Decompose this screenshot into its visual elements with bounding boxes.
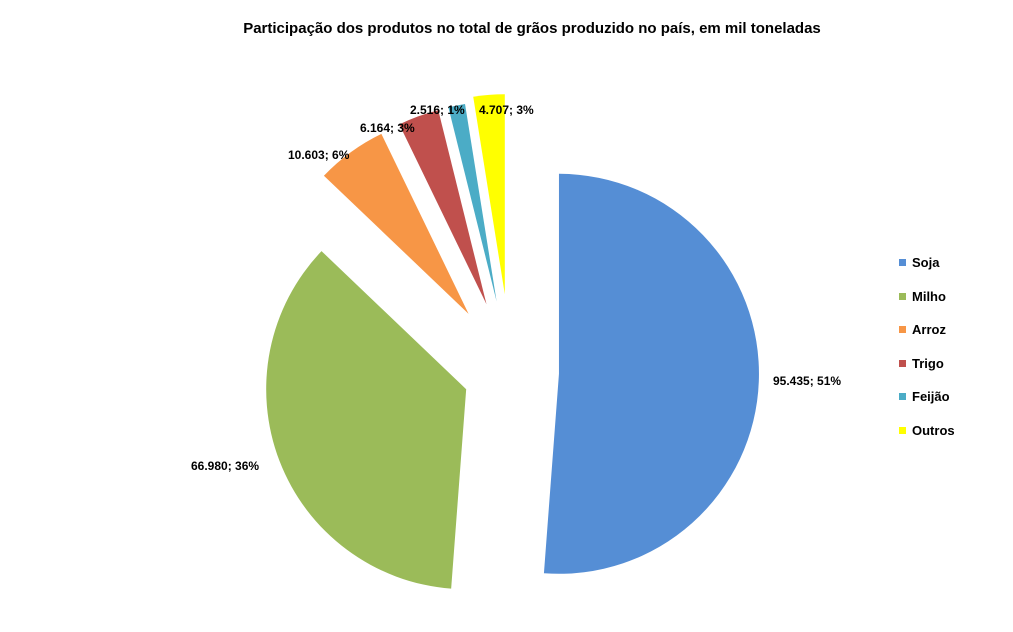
legend-label: Soja [912,255,940,270]
legend-label: Arroz [912,322,946,338]
legend-label: Outros [912,422,955,438]
legend-swatch [899,292,906,300]
legend-swatch [899,259,906,266]
data-label-outros: 4.707; 3% [479,103,534,117]
legend-swatch [899,426,906,434]
chart-title: Participação dos produtos no total de gr… [243,20,821,37]
legend-swatch [899,393,906,401]
legend-item-milho: Milho [899,288,999,322]
pie-slice-feij-o [448,103,497,302]
pie-slice-outros [473,94,505,295]
pie-slice-soja [543,173,759,574]
pie-slice-trigo [399,110,487,305]
data-label-soja: 95.435; 51% [773,374,841,388]
legend-item-feij-o: Feijão [899,388,999,422]
pie-slice-arroz [323,133,469,314]
legend-swatch [899,359,906,367]
data-label-milho: 66.980; 36% [191,459,259,473]
legend-item-arroz: Arroz [899,321,999,355]
data-label-trigo: 6.164; 3% [360,121,415,135]
data-label-feij-o: 2.516; 1% [410,103,465,117]
data-label-arroz: 10.603; 6% [288,148,350,162]
legend-label: Trigo [912,355,944,371]
legend-label: Milho [912,288,946,304]
legend-item-trigo: Trigo [899,355,999,389]
legend: Soja Milho Arroz Trigo Feijão Outros [899,254,999,456]
legend-item-outros: Outros [899,422,999,456]
legend-label: Feijão [912,389,950,405]
legend-item-soja: Soja [899,254,999,288]
pie-data-labels: 95.435; 51% 66.980; 36% 10.603; 6% 6.164; 3… [191,103,841,473]
pie-slices [266,94,759,589]
pie-slice-milho [266,251,467,589]
legend-swatch [899,326,906,334]
